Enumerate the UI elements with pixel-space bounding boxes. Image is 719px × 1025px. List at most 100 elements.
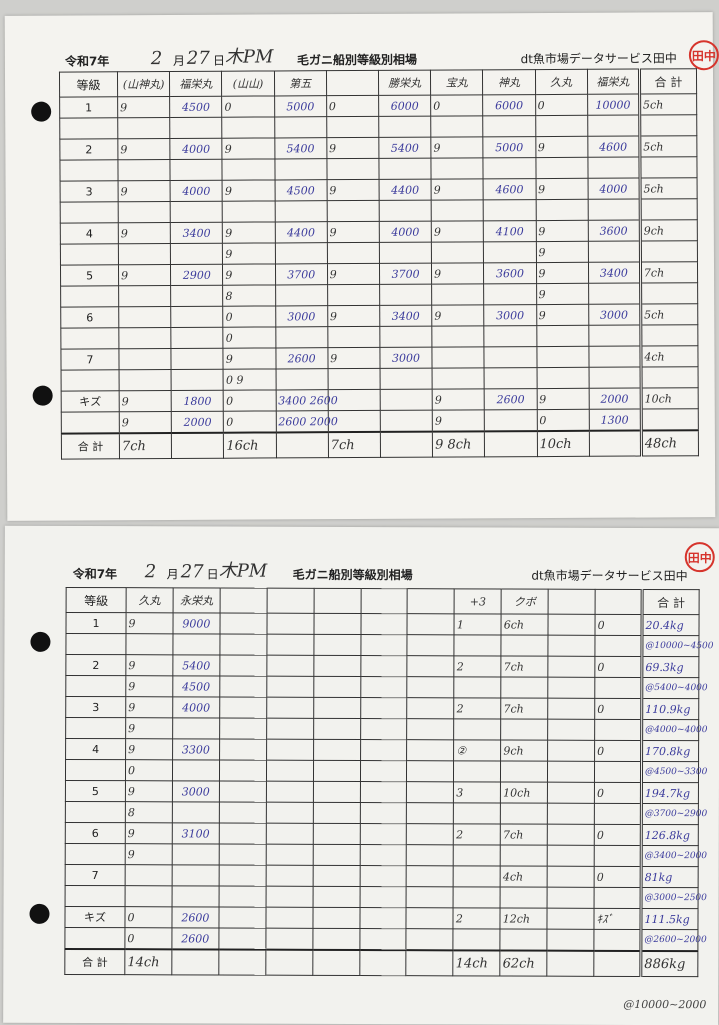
grade-label: 4 bbox=[65, 738, 126, 760]
grade-label-empty bbox=[65, 675, 126, 697]
cell-value bbox=[274, 200, 328, 222]
cell-value bbox=[378, 158, 432, 180]
cell-value: 9ch bbox=[500, 739, 548, 762]
cell-value bbox=[219, 676, 267, 698]
cell-value bbox=[118, 327, 172, 349]
cell-value bbox=[219, 634, 267, 656]
cell-value bbox=[219, 697, 267, 719]
grade-label: 1 bbox=[59, 96, 118, 119]
cell-value bbox=[500, 802, 548, 825]
cell-value bbox=[547, 929, 595, 951]
cell-value bbox=[431, 199, 484, 222]
cell-value: 9 bbox=[326, 179, 380, 201]
cell-value bbox=[453, 928, 501, 951]
cell-value bbox=[484, 367, 537, 389]
cell-value: 4ch bbox=[500, 865, 548, 888]
cell-value bbox=[265, 823, 313, 845]
cell-value bbox=[312, 844, 360, 866]
price-table: 等級 (山神丸) 福栄丸 (山山) 第五 勝栄丸 宝丸 神丸 久丸 福栄丸合 計 1 9 4500 0 50… bbox=[59, 68, 699, 460]
grade-label: キズ bbox=[61, 390, 120, 413]
grade-label-empty bbox=[59, 117, 118, 140]
cell-value bbox=[547, 908, 595, 930]
cell-value bbox=[548, 635, 596, 657]
footnote: @10000~2000 bbox=[623, 997, 707, 1012]
cell-value bbox=[431, 157, 484, 180]
cell-value bbox=[313, 613, 361, 635]
cell-value: 3000 bbox=[484, 304, 537, 326]
cell-value bbox=[326, 116, 379, 138]
cell-value bbox=[535, 157, 588, 179]
cell-value: 2000 bbox=[171, 411, 224, 433]
cell-value bbox=[266, 781, 314, 803]
grade-label: 3 bbox=[65, 696, 126, 718]
cell-value: 3700 bbox=[275, 263, 328, 285]
row-total bbox=[640, 240, 698, 263]
cell-value: 9 bbox=[222, 263, 276, 286]
cell-value bbox=[501, 676, 549, 699]
cell-value bbox=[172, 864, 219, 887]
grade-label: 7 bbox=[65, 864, 126, 886]
row-total: 111.5kg bbox=[640, 908, 699, 930]
cell-value: 9 bbox=[125, 843, 173, 865]
cell-value: 5000 bbox=[274, 95, 327, 117]
cell-value bbox=[406, 760, 454, 782]
table-row: 9 @4000~4000 bbox=[65, 717, 708, 741]
cell-value bbox=[266, 676, 314, 698]
cell-value: 0 bbox=[125, 759, 173, 781]
cell-value bbox=[359, 928, 407, 951]
cell-value: 3000 bbox=[172, 780, 220, 803]
column-total bbox=[406, 950, 454, 976]
cell-value bbox=[588, 283, 641, 305]
cell-value bbox=[313, 760, 361, 782]
cell-value bbox=[547, 845, 595, 867]
column-total: 7ch bbox=[119, 432, 172, 459]
cell-value: 9 bbox=[118, 264, 171, 286]
cell-value bbox=[360, 739, 408, 761]
row-total bbox=[640, 282, 698, 305]
table-row: 5 9 3000 3 10ch 0 194.7kg bbox=[65, 780, 699, 804]
total-row: 合 計 7ch 16ch 7ch 9 8ch 10ch 48ch bbox=[61, 430, 699, 460]
table-row: 1 9 9000 1 6ch 0 20.4kg bbox=[65, 612, 700, 636]
punch-hole bbox=[31, 101, 52, 122]
cell-value: 9 bbox=[117, 96, 170, 118]
row-total: 5ch bbox=[639, 135, 697, 158]
cell-value bbox=[313, 634, 361, 656]
cell-value bbox=[588, 367, 642, 389]
cell-value: 0 bbox=[594, 740, 642, 762]
cell-value bbox=[588, 325, 641, 347]
cell-value: 9 bbox=[535, 262, 589, 284]
cell-value bbox=[266, 613, 314, 635]
cell-value bbox=[222, 158, 275, 181]
cell-value bbox=[483, 157, 536, 179]
row-total: 10ch bbox=[641, 387, 699, 410]
cell-value bbox=[326, 200, 380, 222]
cell-value bbox=[275, 284, 328, 306]
table-row: 4 9 3300 ② 9ch 0 170.8kg bbox=[65, 738, 699, 762]
cell-value bbox=[453, 886, 501, 908]
cell-value: 3600 bbox=[587, 220, 641, 242]
cell-value bbox=[587, 199, 641, 221]
cell-value: 4000 bbox=[587, 178, 641, 200]
cell-value: 7ch bbox=[500, 823, 548, 846]
cell-value bbox=[407, 697, 455, 719]
cell-value bbox=[359, 802, 407, 824]
column-total bbox=[171, 949, 219, 976]
cell-value bbox=[274, 242, 328, 264]
cell-value bbox=[360, 718, 408, 740]
cell-value bbox=[219, 781, 267, 803]
cell-value bbox=[547, 803, 595, 825]
cell-value bbox=[548, 656, 595, 678]
cell-value bbox=[327, 284, 380, 306]
cell-value bbox=[379, 284, 432, 306]
grade-label: 2 bbox=[59, 138, 118, 161]
cell-value: 9 bbox=[222, 242, 276, 265]
row-total: 110.9kg bbox=[641, 698, 699, 720]
cell-value bbox=[219, 655, 267, 677]
cell-value bbox=[547, 677, 595, 699]
cell-value: 4000 bbox=[170, 138, 223, 160]
cell-value bbox=[406, 886, 454, 908]
cell-value: 0 bbox=[535, 94, 588, 116]
cell-value: 6000 bbox=[482, 94, 536, 116]
cell-value bbox=[265, 865, 313, 887]
column-total: 62ch bbox=[500, 950, 548, 977]
